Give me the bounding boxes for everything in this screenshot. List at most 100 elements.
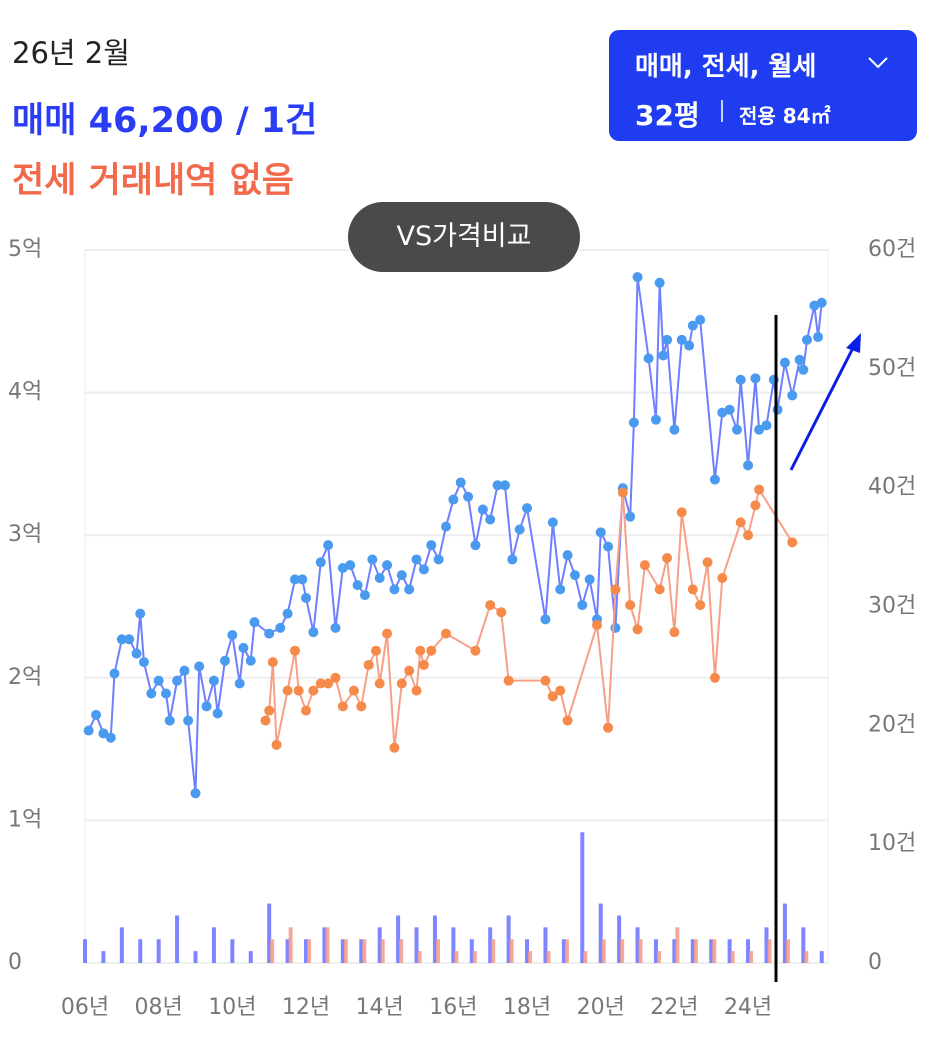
price-point: [109, 668, 120, 679]
y-tick-label: 1억: [8, 807, 42, 832]
price-point: [208, 675, 219, 686]
volume-bar: [432, 915, 437, 963]
price-point: [709, 672, 720, 683]
volume-bar: [804, 951, 809, 963]
volume-bar: [764, 927, 769, 963]
price-point: [172, 675, 183, 686]
volume-bar: [435, 939, 440, 963]
price-point: [684, 340, 695, 351]
price-point: [569, 570, 580, 581]
price-point: [363, 659, 374, 670]
price-point: [709, 474, 720, 485]
price-point: [404, 665, 415, 676]
price-point: [219, 655, 230, 666]
volume-bar: [620, 939, 625, 963]
volume-bar: [491, 939, 496, 963]
x-tick-label: 12년: [282, 995, 330, 1020]
volume-bar: [730, 951, 735, 963]
volume-bar: [509, 939, 514, 963]
price-point: [323, 678, 334, 689]
volume-bar: [417, 951, 422, 963]
price-point: [687, 584, 698, 595]
price-point: [662, 334, 673, 345]
filter-types: 매매, 전세, 월세: [635, 52, 817, 82]
price-point: [455, 477, 466, 488]
volume-bar: [343, 939, 348, 963]
volume-bar: [267, 903, 272, 963]
price-point: [415, 645, 426, 656]
volume-bar: [119, 927, 124, 963]
price-point: [404, 584, 415, 595]
price-point: [794, 354, 805, 365]
price-point: [485, 600, 496, 611]
price-point: [146, 688, 157, 699]
price-point: [654, 584, 665, 595]
volume-bar: [598, 903, 603, 963]
price-point: [264, 705, 275, 716]
price-point: [592, 620, 603, 631]
price-point: [813, 331, 824, 342]
price-point: [717, 572, 728, 583]
price-point: [540, 675, 551, 686]
price-point: [374, 678, 385, 689]
price-point: [555, 685, 566, 696]
size: 32평: [635, 99, 700, 132]
volume-bar: [304, 939, 309, 963]
price-point: [267, 657, 278, 668]
price-point: [772, 404, 783, 415]
volume-bar: [472, 951, 477, 963]
trend-arrow: [789, 341, 858, 471]
volume-bar: [230, 939, 235, 963]
price-point: [654, 277, 665, 288]
price-point: [367, 554, 378, 565]
volume-bar: [656, 951, 661, 963]
x-tick-label: 14년: [356, 995, 404, 1020]
price-point: [503, 675, 514, 686]
compare-button[interactable]: VS가격비교: [348, 202, 580, 272]
price-point: [610, 622, 621, 633]
price-point: [441, 521, 452, 532]
divider: [721, 100, 723, 122]
price-point: [201, 701, 212, 712]
price-point: [695, 314, 706, 325]
price-point: [547, 517, 558, 528]
price-point: [584, 574, 595, 585]
price-point: [676, 507, 687, 518]
y-tick-label: 5억: [8, 237, 42, 262]
price-point: [83, 725, 94, 736]
y2-tick-label: 0: [868, 950, 882, 975]
price-point: [702, 557, 713, 568]
price-point: [345, 560, 356, 571]
price-point: [802, 334, 813, 345]
price-point: [816, 297, 827, 308]
volume-bar: [617, 915, 622, 963]
chevron: [868, 57, 888, 69]
price-point: [492, 480, 503, 491]
x-tick-label: 06년: [61, 995, 109, 1020]
price-point: [577, 600, 588, 611]
x-tick-label: 22년: [650, 995, 698, 1020]
price-point: [293, 685, 304, 696]
y-tick-label: 4억: [8, 380, 42, 405]
price-point: [330, 622, 341, 633]
filter-button[interactable]: 매매, 전세, 월세 32평 전용 84㎡: [609, 30, 917, 141]
price-point: [754, 484, 765, 495]
price-point: [695, 600, 706, 611]
price-point: [625, 600, 636, 611]
price-point: [687, 320, 698, 331]
price-point: [669, 424, 680, 435]
price-point: [735, 374, 746, 385]
price-point: [603, 541, 614, 552]
price-point: [632, 272, 643, 283]
plot-border: [84, 249, 829, 964]
x-tick-label: 16년: [429, 995, 477, 1020]
volume-bar: [528, 951, 533, 963]
price-point: [643, 353, 654, 364]
price-point: [396, 570, 407, 581]
volume-bar: [175, 915, 180, 963]
volume-bar: [285, 939, 290, 963]
price-point: [632, 624, 643, 635]
price-point: [164, 715, 175, 726]
